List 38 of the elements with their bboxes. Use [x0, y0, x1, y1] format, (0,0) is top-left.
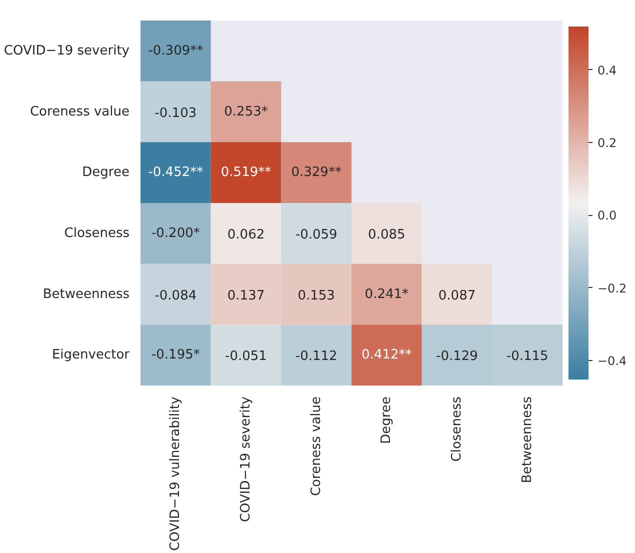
y-tick-label: Betweenness [42, 286, 130, 302]
color-bar-label: 0.2 [598, 136, 617, 150]
data-label: 0.137 [227, 288, 265, 304]
data-label: 0.241* [364, 286, 410, 302]
x-tick-label: Degree [379, 396, 394, 444]
y-tick-label: Closeness [64, 226, 130, 241]
data-label: -0.129 [436, 349, 478, 364]
y-tick-label: Degree [82, 165, 130, 180]
data-label: 0.062 [227, 227, 265, 242]
color-bar-label: 0.4 [598, 63, 617, 78]
color-bar-label: 0.0 [598, 208, 617, 223]
x-tick-label: Betweenness [520, 396, 535, 484]
data-label: -0.309** [148, 43, 204, 58]
data-label: 0.412** [362, 348, 412, 363]
x-tick-label: COVID−19 severity [238, 396, 254, 522]
color-bar-label: −0.2 [598, 281, 627, 296]
data-label: 0.329** [291, 165, 342, 180]
data-label: -0.059 [295, 227, 338, 242]
data-label: -0.112 [295, 349, 338, 364]
data-label: 0.253* [224, 104, 268, 120]
data-label: -0.200* [151, 226, 200, 241]
y-tick-label: COVID−19 severity [4, 43, 130, 58]
y-tick-label: Eigenvector [52, 348, 130, 363]
data-label: 0.087 [438, 288, 476, 304]
data-label: -0.195* [151, 348, 200, 363]
data-label: 0.519** [220, 165, 272, 180]
y-tick-label: Coreness value [30, 104, 130, 120]
data-label: 0.085 [368, 227, 406, 242]
x-tick-label: COVID−19 vulnerability [168, 396, 184, 551]
x-tick-label: Closeness [450, 396, 464, 462]
data-label: -0.115 [506, 349, 548, 364]
x-tick-label: Coreness value [308, 396, 324, 496]
data-label: -0.051 [225, 349, 267, 364]
data-label: -0.103 [154, 106, 197, 121]
data-label: 0.153 [298, 288, 335, 304]
data-label: -0.452** [148, 165, 204, 180]
data-label: -0.084 [154, 288, 197, 304]
color-bar-label: −0.4 [598, 354, 627, 368]
